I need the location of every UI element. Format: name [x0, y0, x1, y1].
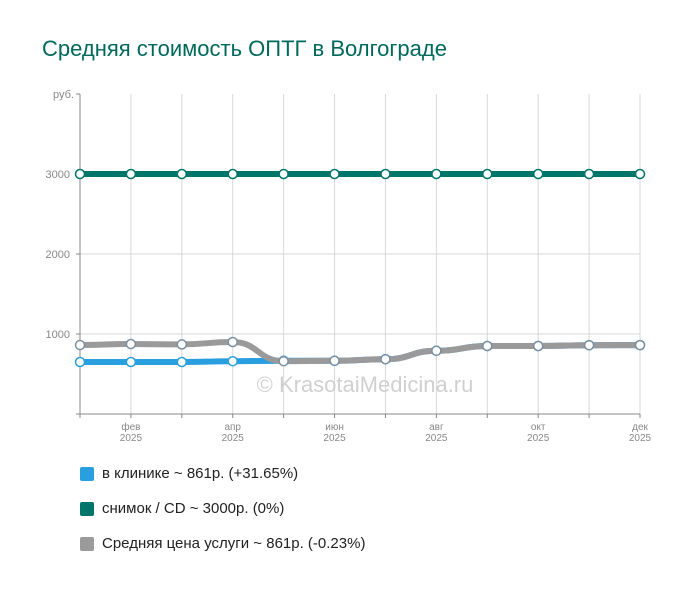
- legend-item-clinic[interactable]: в клинике ~ 861р. (+31.65%): [80, 465, 298, 482]
- data-point: [74, 339, 86, 351]
- data-point: [431, 345, 442, 357]
- series-line: [77, 338, 643, 365]
- data-point: [329, 168, 340, 180]
- legend-swatch: [80, 501, 94, 516]
- legend-label: Средняя цена услуги ~ 861р. (-0.23%): [102, 535, 366, 552]
- data-point: [532, 340, 544, 352]
- x-tick-label-year: 2025: [527, 433, 550, 444]
- legend-item-cd[interactable]: снимок / CD ~ 3000р. (0%): [80, 500, 284, 517]
- data-point: [583, 168, 595, 180]
- data-point: [176, 339, 188, 350]
- data-point: [74, 168, 86, 180]
- x-tick-label-year: 2025: [425, 433, 448, 444]
- data-point: [482, 168, 493, 180]
- y-tick-label: 2000: [46, 249, 70, 261]
- x-tick-label-year: 2025: [222, 433, 245, 444]
- data-point: [227, 168, 238, 180]
- data-point: [634, 339, 646, 351]
- x-tick-label-year: 2025: [629, 433, 652, 444]
- x-tick-label-year: 2025: [120, 433, 143, 444]
- data-point: [278, 168, 289, 180]
- data-point: [227, 355, 238, 367]
- data-point: [125, 168, 137, 180]
- data-point: [125, 338, 137, 350]
- data-point: [329, 355, 340, 367]
- x-tick-label-month: окт: [531, 422, 546, 433]
- data-point: [125, 356, 137, 368]
- legend-label: снимок / CD ~ 3000р. (0%): [102, 500, 285, 517]
- data-point: [278, 355, 289, 367]
- data-point: [227, 336, 238, 348]
- data-point: [176, 168, 188, 180]
- legend-swatch: [80, 466, 94, 481]
- x-tick-label-month: апр: [224, 422, 241, 433]
- watermark: © KrasotaiMedicina.ru: [257, 372, 474, 397]
- y-axis-label: руб.: [53, 89, 74, 101]
- data-point: [482, 340, 493, 352]
- legend-item-average[interactable]: Средняя цена услуги ~ 861р. (-0.23%): [80, 535, 365, 552]
- y-tick-label: 3000: [46, 169, 70, 181]
- data-point: [583, 339, 595, 351]
- x-tick-label-month: июн: [325, 422, 344, 433]
- y-tick-label: 1000: [46, 329, 70, 341]
- x-tick-label-month: фев: [121, 421, 140, 433]
- x-tick-label-year: 2025: [323, 433, 346, 444]
- x-tick-label-month: дек: [632, 422, 648, 433]
- legend-label: в клинике ~ 861р. (+31.65%): [102, 465, 299, 482]
- x-tick-label-month: авг: [429, 422, 444, 433]
- data-point: [532, 168, 544, 180]
- data-point: [380, 353, 391, 365]
- data-point: [74, 356, 86, 368]
- page-title: Средняя стоимость ОПТГ в Волгограде: [42, 36, 447, 61]
- data-point: [380, 168, 391, 180]
- data-point: [634, 168, 646, 180]
- data-point: [431, 168, 442, 180]
- data-point: [176, 356, 188, 368]
- legend-swatch: [80, 536, 94, 551]
